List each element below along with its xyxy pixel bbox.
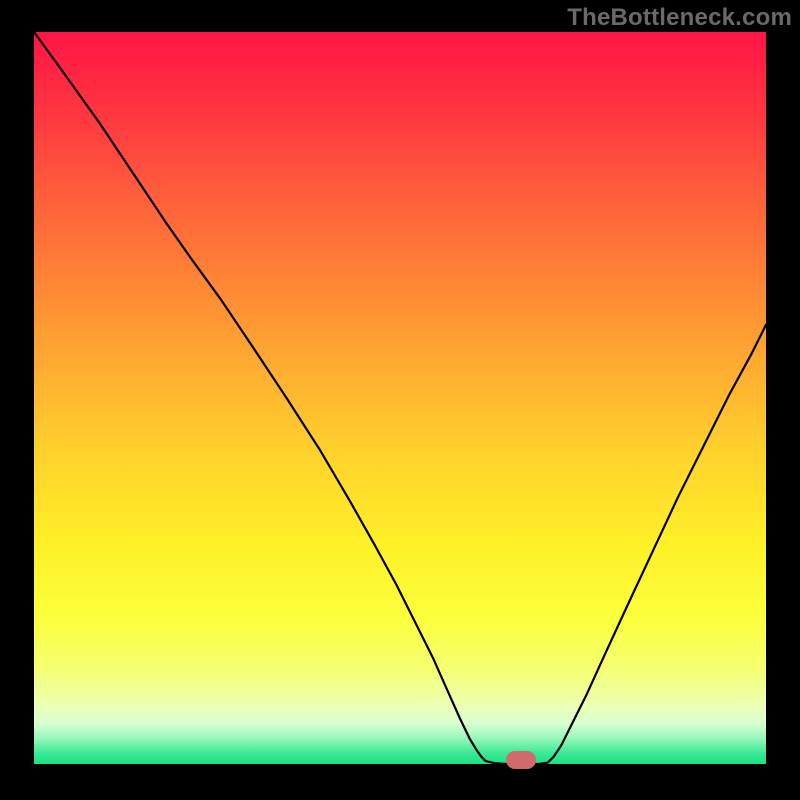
- bottleneck-chart: [34, 32, 766, 764]
- chart-svg: [34, 32, 766, 764]
- watermark-text: TheBottleneck.com: [567, 4, 792, 32]
- gradient-background: [34, 32, 766, 764]
- optimal-marker: [506, 751, 536, 769]
